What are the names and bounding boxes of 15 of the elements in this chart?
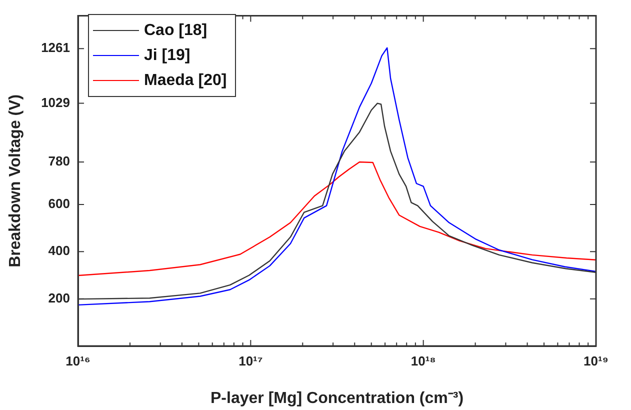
y-tick-label: 1261 bbox=[41, 40, 70, 56]
y-tick-label: 780 bbox=[48, 154, 70, 169]
y-tick-label: 400 bbox=[48, 243, 70, 258]
x-tick-label: 10¹⁸ bbox=[410, 353, 436, 368]
legend-label: Ji [19] bbox=[144, 46, 190, 66]
legend-label: Maeda [20] bbox=[144, 71, 227, 91]
x-tick-label: 10¹⁷ bbox=[238, 353, 263, 368]
x-axis-title: P-layer [Mg] Concentration (cm⁻³) bbox=[210, 390, 464, 407]
legend-label: Cao [18] bbox=[144, 21, 208, 41]
y-axis-title: Breakdown Voltage (V) bbox=[7, 94, 24, 268]
x-tick-label: 10¹⁹ bbox=[584, 353, 608, 368]
x-tick-label: 10¹⁶ bbox=[66, 353, 90, 368]
y-tick-label: 200 bbox=[48, 290, 70, 306]
y-tick-label: 600 bbox=[48, 196, 70, 212]
y-tick-label: 1029 bbox=[41, 94, 70, 110]
